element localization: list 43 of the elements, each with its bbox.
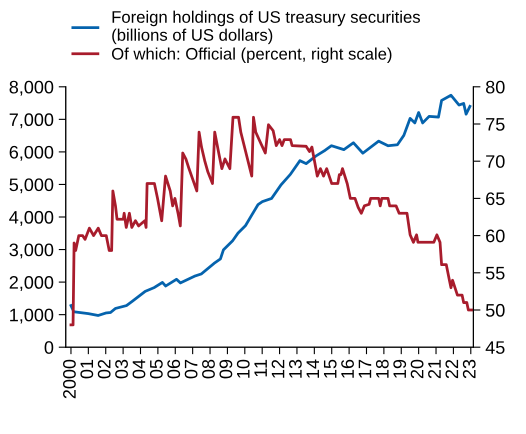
x-tick-label: 13 bbox=[289, 360, 302, 378]
x-tick-label: 02 bbox=[98, 360, 111, 378]
x-tick-label: 22 bbox=[445, 360, 458, 378]
y-tick-label: 5,000 bbox=[9, 178, 54, 194]
y2-tick-label: 80 bbox=[486, 80, 505, 94]
legend-label: Foreign holdings of US treasury securities (billions of US dollars) bbox=[112, 10, 420, 44]
y2-tick-label: 60 bbox=[486, 230, 505, 242]
x-tick-label: 20 bbox=[410, 360, 424, 378]
y-tick-label: 1,000 bbox=[10, 308, 54, 324]
x-tick-label: 01 bbox=[80, 360, 94, 378]
y2-tick-label: 45 bbox=[486, 341, 505, 354]
y-tick-label: 6,000 bbox=[10, 146, 54, 161]
y2-tick-label: 65 bbox=[486, 192, 505, 206]
x-tick-label: 06 bbox=[167, 360, 180, 378]
y-tick-label: 0 bbox=[44, 341, 54, 354]
x-tick-label: 2000 bbox=[63, 360, 76, 398]
x-tick-label: 04 bbox=[132, 360, 146, 378]
x-tick-label: 11 bbox=[254, 360, 267, 376]
y-tick-label: 4,000 bbox=[9, 210, 54, 226]
x-tick-label: 12 bbox=[272, 360, 284, 378]
x-tick-label: 17 bbox=[358, 360, 372, 378]
x-tick-label: 18 bbox=[376, 360, 389, 378]
x-tick-label: 05 bbox=[150, 360, 163, 378]
x-tick-label: 03 bbox=[115, 360, 128, 378]
x-tick-label: 08 bbox=[202, 360, 215, 378]
x-tick-label: 10 bbox=[236, 360, 250, 378]
y2-tick-label: 70 bbox=[486, 155, 505, 168]
x-tick-label: 19 bbox=[393, 360, 406, 378]
y-tick-label: 2,000 bbox=[10, 276, 54, 291]
legend-label: Of which: Official (percent, right scale) bbox=[112, 47, 392, 64]
y-tick-label: 3,000 bbox=[9, 243, 54, 258]
y2-tick-label: 50 bbox=[486, 304, 505, 317]
x-tick-label: 23 bbox=[462, 360, 476, 378]
y2-tick-label: 75 bbox=[486, 118, 505, 131]
x-tick-label: 09 bbox=[219, 360, 232, 378]
x-tick-label: 16 bbox=[341, 360, 354, 378]
y2-tick-label: 55 bbox=[486, 266, 505, 280]
y-tick-label: 8,000 bbox=[10, 80, 54, 96]
x-tick-label: 14 bbox=[306, 360, 320, 378]
x-tick-label: 21 bbox=[428, 360, 441, 378]
x-tick-label: 07 bbox=[184, 360, 198, 378]
y-tick-label: 7,000 bbox=[10, 113, 54, 128]
x-tick-label: 15 bbox=[324, 360, 337, 378]
